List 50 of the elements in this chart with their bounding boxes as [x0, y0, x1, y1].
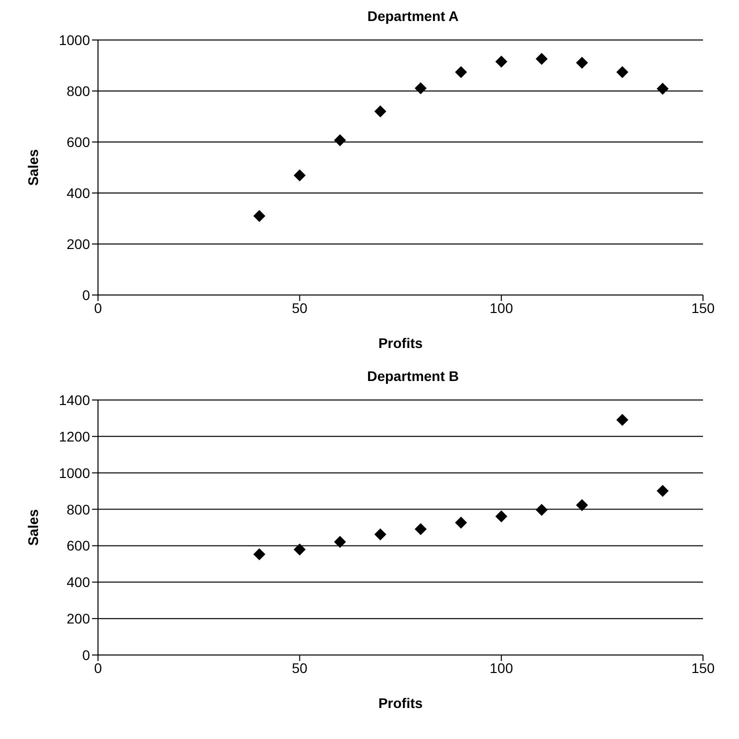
point — [334, 536, 346, 548]
point — [536, 52, 548, 65]
y-tick-label: 1400 — [58, 392, 90, 408]
chart-title: Department A — [366, 8, 460, 26]
point — [294, 544, 306, 556]
point — [253, 548, 266, 560]
point — [495, 510, 508, 522]
y-tick-label: 1200 — [58, 428, 90, 444]
y-tick-label: 400 — [66, 574, 90, 590]
point — [576, 56, 588, 69]
point — [374, 105, 386, 118]
chart-title: Department B — [366, 368, 460, 386]
point — [334, 134, 346, 146]
point — [253, 210, 266, 222]
x-axis-title: Profits — [378, 695, 423, 711]
x-tick-label: 50 — [292, 300, 308, 316]
y-tick-label: 800 — [66, 82, 90, 99]
y-tick-label: 0 — [82, 646, 90, 663]
y-tick-label: 200 — [66, 236, 90, 252]
point — [374, 528, 386, 540]
point — [576, 499, 588, 512]
point — [536, 504, 548, 516]
y-tick-label: 600 — [66, 538, 90, 554]
point — [414, 82, 427, 94]
y-tick-label: 1000 — [58, 464, 90, 481]
point — [656, 82, 669, 95]
point — [455, 66, 467, 78]
y-tick-label: 0 — [82, 286, 90, 303]
x-tick-label: 150 — [691, 660, 715, 676]
point — [495, 56, 508, 68]
y-tick-label: 400 — [66, 184, 90, 201]
x-tick-label: 100 — [490, 660, 514, 676]
x-tick-label: 50 — [292, 660, 308, 676]
y-tick-label: 1000 — [58, 32, 90, 48]
y-tick-label: 800 — [66, 501, 90, 518]
x-tick-label: 100 — [490, 300, 514, 316]
point — [616, 414, 628, 426]
point — [455, 516, 467, 529]
x-tick-label: 150 — [691, 300, 715, 316]
y-tick-label: 600 — [66, 134, 90, 150]
y-axis-title: Sales — [24, 508, 41, 546]
point — [414, 523, 427, 536]
point — [656, 484, 669, 497]
y-tick-label: 200 — [66, 610, 90, 627]
point — [616, 66, 628, 78]
x-tick-label: 0 — [94, 660, 102, 676]
point — [294, 169, 306, 182]
y-axis-title: Sales — [24, 148, 41, 186]
x-tick-label: 0 — [94, 300, 102, 316]
x-axis-title: Profits — [378, 335, 423, 351]
